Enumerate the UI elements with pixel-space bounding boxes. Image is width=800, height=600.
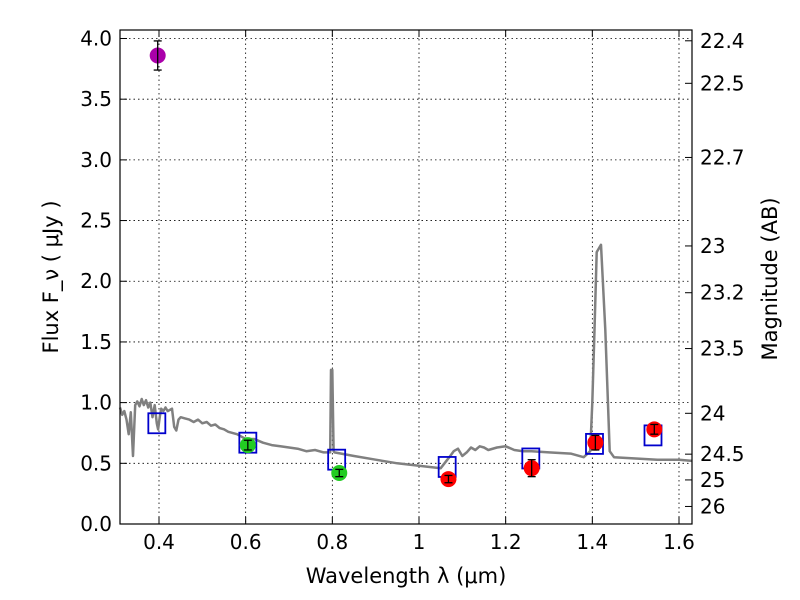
- x-tick-label: 0.4: [143, 530, 175, 554]
- y-tick-label: 0.0: [80, 512, 112, 536]
- y-tick-label: 1.0: [80, 391, 112, 415]
- right-tick-label: 23: [700, 234, 725, 258]
- ticks: 0.4 0.6 0.8 1 1.2 1.4 1.6 0.0 0.5 1.0 1.5 2.0 2.5 3.0…: [80, 26, 744, 554]
- right-axis-label: Magnitude (AB): [758, 197, 782, 360]
- y-tick-label: 1.5: [80, 330, 112, 354]
- right-tick-label: 22.5: [700, 71, 745, 95]
- right-tick-label: 24.5: [700, 442, 745, 466]
- right-tick-label: 23.5: [700, 337, 745, 361]
- x-tick-label: 0.6: [230, 530, 262, 554]
- y-axis-label: Flux F_ν ( μJy ): [39, 200, 64, 353]
- y-tick-label: 3.0: [80, 148, 112, 172]
- model-square-point: [147, 412, 167, 435]
- plot-frame: [119, 29, 693, 525]
- right-tick-label: 25: [700, 468, 725, 492]
- y-tick-label: 3.5: [80, 87, 112, 111]
- right-tick-label: 22.4: [700, 29, 745, 53]
- x-axis-label: Wavelength λ (μm): [306, 564, 507, 588]
- y-tick-label: 2.5: [80, 209, 112, 233]
- x-tick-label: 1.4: [576, 530, 608, 554]
- right-tick-label: 23.2: [700, 281, 745, 305]
- x-tick-label: 1.2: [490, 530, 522, 554]
- right-tick-label: 24: [700, 401, 725, 425]
- marker-layer: [147, 40, 663, 488]
- right-tick-label: 26: [700, 494, 725, 518]
- y-tick-label: 0.5: [80, 451, 112, 475]
- sed-model-layer: [118, 243, 693, 470]
- y-tick-label: 2.0: [80, 269, 112, 293]
- x-tick-label: 0.8: [316, 530, 348, 554]
- right-tick-label: 22.7: [700, 145, 745, 169]
- x-tick-label: 1: [413, 530, 426, 554]
- y-tick-label: 4.0: [80, 26, 112, 50]
- grid: [120, 30, 692, 525]
- sed-model-line: [118, 243, 693, 470]
- x-tick-label: 1.6: [663, 530, 695, 554]
